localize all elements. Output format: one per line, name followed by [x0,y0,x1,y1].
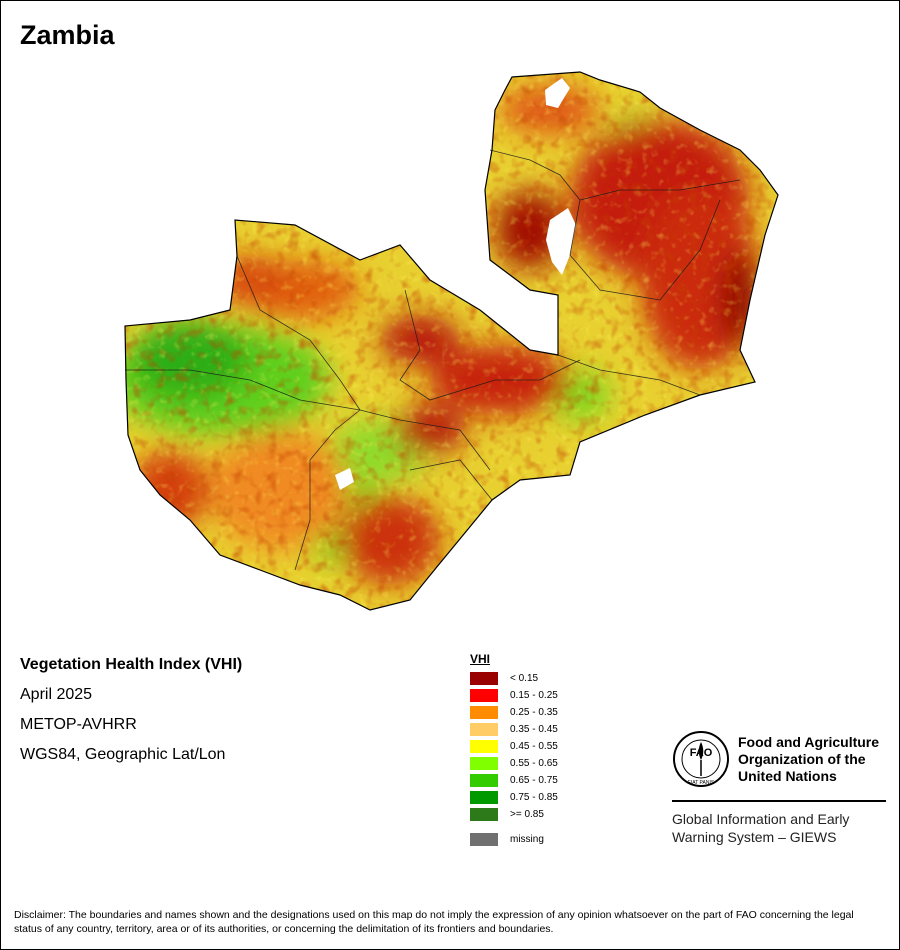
legend-swatch [470,723,498,736]
legend-swatch [470,706,498,719]
fao-logo-text: FAO [690,747,713,759]
legend-label: 0.45 - 0.55 [510,741,558,752]
product-name: Vegetation Health Index (VHI) [20,656,243,673]
legend-item: 0.15 - 0.25 [470,687,558,704]
org-name-line-2: Organization of the [738,750,866,767]
legend-item: 0.65 - 0.75 [470,772,558,789]
legend-swatch [470,740,498,753]
giews-name: Global Information and Early Warning Sys… [672,810,890,846]
projection-text: WGS84, Geographic Lat/Lon [20,746,226,763]
legend: VHI < 0.15 0.15 - 0.25 0.25 - 0.35 0.35 - 0… [470,652,558,848]
legend-title: VHI [470,652,491,666]
legend-label-missing: missing [510,834,544,845]
legend-item: >= 0.85 [470,806,558,823]
legend-item-missing: missing [470,831,558,848]
legend-label: < 0.15 [510,673,539,684]
fao-logo-icon: FAO FIAT PANIS [673,731,729,787]
sensor-name: METOP-AVHRR [20,716,137,733]
legend-item: 0.55 - 0.65 [470,755,558,772]
product-date: April 2025 [20,686,93,703]
org-divider [672,800,886,802]
legend-swatch-missing [470,833,498,846]
legend-label: 0.75 - 0.85 [510,792,558,803]
disclaimer: Disclaimer: The boundaries and names sho… [14,909,854,935]
org-name-line-1: Food and Agriculture [738,733,880,750]
legend-item: 0.25 - 0.35 [470,704,558,721]
fao-logo-motto: FIAT PANIS [688,780,715,786]
vhi-map [124,71,779,611]
fao-branding: FAO FIAT PANIS Food and Agriculture Orga… [672,730,890,846]
legend-swatch [470,689,498,702]
legend-label: 0.35 - 0.45 [510,724,558,735]
legend-swatch [470,774,498,787]
legend-item: 0.75 - 0.85 [470,789,558,806]
legend-swatch [470,791,498,804]
legend-label: >= 0.85 [510,809,544,820]
legend-label: 0.55 - 0.65 [510,758,558,769]
legend-label: 0.25 - 0.35 [510,707,558,718]
legend-label: 0.15 - 0.25 [510,690,558,701]
org-name-line-3: United Nations [738,767,837,784]
legend-item: < 0.15 [470,670,558,687]
legend-swatch [470,757,498,770]
legend-item: 0.45 - 0.55 [470,738,558,755]
legend-swatch [470,672,498,685]
giews-line-2: Warning System – GIEWS [672,829,837,845]
legend-swatch [470,808,498,821]
map-title: Zambia [20,20,115,50]
legend-label: 0.65 - 0.75 [510,775,558,786]
giews-line-1: Global Information and Early [672,811,850,827]
legend-item: 0.35 - 0.45 [470,721,558,738]
org-name: Food and Agriculture Organization of the… [738,734,879,785]
map-info: Vegetation Health Index (VHI) April 2025… [20,656,242,776]
